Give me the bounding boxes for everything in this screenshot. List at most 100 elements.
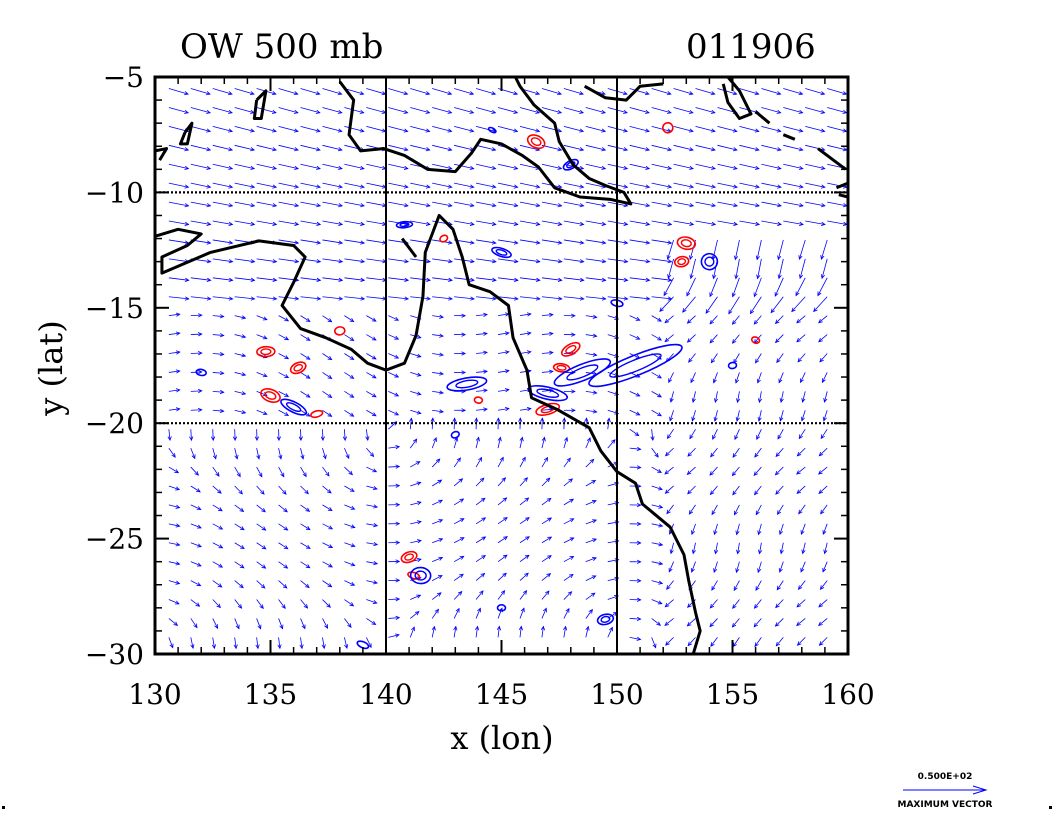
wind-vector-head xyxy=(569,556,575,560)
wind-vector xyxy=(410,220,431,225)
wind-vector-head xyxy=(315,147,321,152)
wind-vector-head xyxy=(713,568,718,574)
wind-vector xyxy=(813,296,828,312)
grid-lines xyxy=(155,77,848,654)
wind-vector xyxy=(665,485,674,494)
wind-vector-head xyxy=(592,352,598,357)
wind-vector xyxy=(827,107,847,114)
wind-vector-head xyxy=(174,469,180,474)
wind-vector xyxy=(278,353,289,359)
wind-vector xyxy=(497,201,518,207)
wind-vector xyxy=(410,409,421,414)
wind-vector-head xyxy=(360,240,366,245)
wind-vector xyxy=(757,561,762,573)
wind-vector xyxy=(563,220,584,225)
wind-vector-head xyxy=(535,109,541,114)
wind-vector xyxy=(497,332,509,335)
wind-vector-head xyxy=(470,259,475,264)
wind-vector-head xyxy=(690,378,695,384)
wind-vector xyxy=(366,637,372,648)
wind-vector-head xyxy=(294,259,300,264)
wind-vector xyxy=(453,537,465,544)
wind-vector-head xyxy=(557,221,563,226)
wind-vector xyxy=(497,313,509,317)
wind-vector xyxy=(770,296,784,313)
wind-vector xyxy=(475,573,485,581)
wind-vector xyxy=(212,107,233,114)
wind-vector-head xyxy=(755,510,760,516)
wind-vector xyxy=(541,296,562,300)
wind-vector-head xyxy=(820,203,826,208)
wind-vector xyxy=(432,575,443,581)
wind-vector-head xyxy=(175,369,181,374)
wind-vector xyxy=(541,555,552,563)
wind-vector xyxy=(365,429,369,441)
wind-vector xyxy=(780,542,784,554)
wind-vector-head xyxy=(492,277,497,282)
y-tick-label: −10 xyxy=(85,176,144,209)
x-tick-label: 135 xyxy=(244,678,297,711)
wind-vector-head xyxy=(483,350,488,355)
wind-vector xyxy=(453,478,463,487)
wind-vector xyxy=(322,277,343,281)
wind-vector xyxy=(256,315,268,321)
wind-vector xyxy=(322,126,342,132)
wind-vector xyxy=(475,477,485,487)
wind-vector-head xyxy=(798,147,804,152)
wind-vector xyxy=(651,429,654,441)
wind-vector-head xyxy=(262,411,268,416)
wind-vector xyxy=(300,504,310,512)
wind-vector xyxy=(690,372,696,383)
wind-vector xyxy=(687,447,696,457)
wind-vector-head xyxy=(568,478,574,483)
wind-vector xyxy=(629,447,641,450)
positive-contour xyxy=(439,234,449,243)
wind-vector-head xyxy=(546,573,552,578)
wind-vector xyxy=(432,315,444,318)
wind-vector xyxy=(497,477,506,487)
wind-vector-head xyxy=(372,485,378,491)
wind-vector xyxy=(300,466,307,477)
wind-vector-head xyxy=(338,277,344,282)
wind-vector-head xyxy=(502,497,508,502)
wind-vector xyxy=(541,370,553,373)
coastline-segment xyxy=(252,89,268,121)
wind-vector xyxy=(563,457,571,468)
wind-vector-head xyxy=(298,436,303,442)
wind-vector xyxy=(322,220,343,225)
wind-vector-head xyxy=(820,165,826,170)
wind-vector-head xyxy=(277,644,282,650)
wind-vector-head xyxy=(236,472,241,478)
wind-vector xyxy=(651,561,663,565)
wind-vector-head xyxy=(800,530,805,535)
wind-vector-head xyxy=(416,334,422,339)
wind-vector xyxy=(629,277,650,281)
wind-vector-head xyxy=(349,602,355,607)
wind-vector-head xyxy=(774,470,780,476)
wind-vector-head xyxy=(687,641,693,647)
wind-vector xyxy=(664,466,674,475)
wind-vector-head xyxy=(491,240,497,245)
wind-vector-head xyxy=(601,203,607,208)
wind-vector xyxy=(256,618,262,629)
wind-vector xyxy=(519,572,529,581)
wind-vector-head xyxy=(403,203,409,208)
wind-vector-head xyxy=(479,477,485,483)
wind-vector xyxy=(234,485,243,495)
wind-vector-head xyxy=(728,309,733,315)
wind-vector-head xyxy=(338,221,344,226)
wind-vector xyxy=(366,182,387,188)
wind-vector-head xyxy=(302,472,307,478)
wind-vector-head xyxy=(206,259,212,264)
wind-vector xyxy=(212,315,224,317)
wind-vector xyxy=(682,296,696,313)
wind-vector-head xyxy=(284,374,290,378)
wind-vector-head xyxy=(373,504,379,509)
wind-vector-head xyxy=(372,468,378,473)
wind-vector-head xyxy=(271,109,277,114)
wind-vector xyxy=(755,353,762,364)
wind-vector xyxy=(519,332,531,335)
wind-vector-head xyxy=(197,313,203,318)
wind-vector xyxy=(629,182,650,188)
wind-vector xyxy=(475,88,496,95)
